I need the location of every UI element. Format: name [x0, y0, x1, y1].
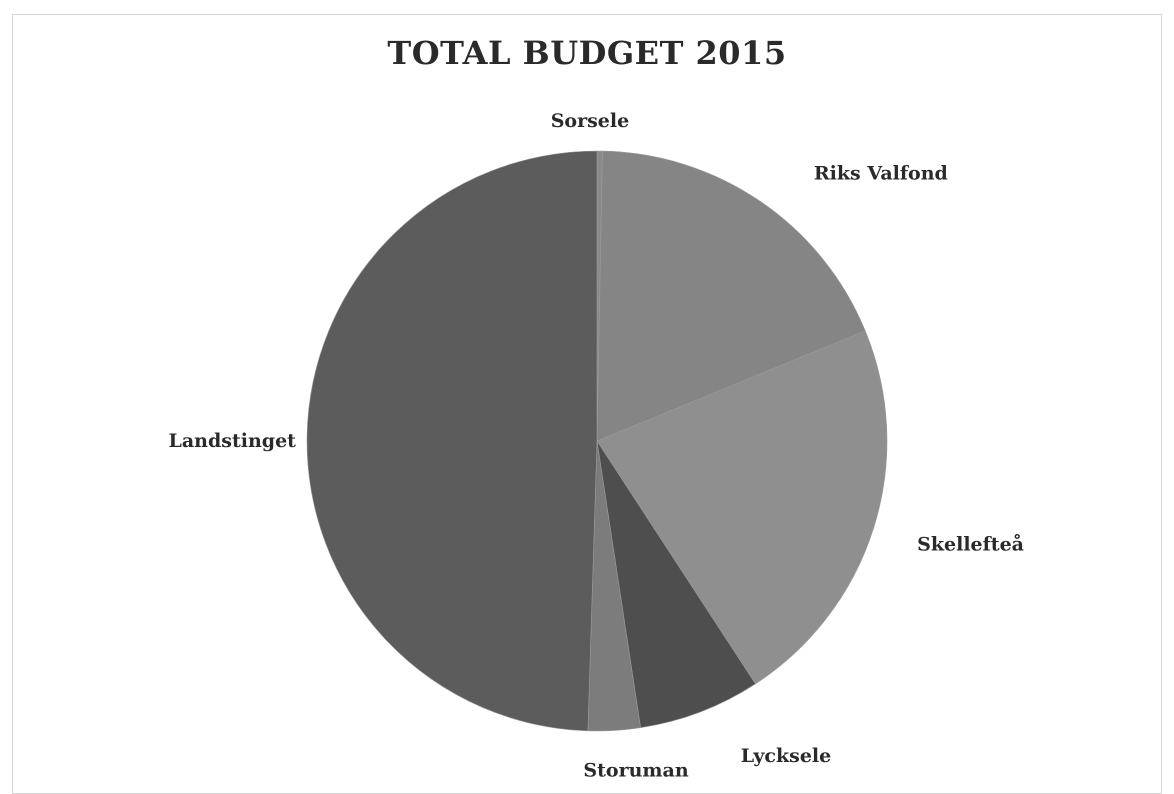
pie-slice-landstinget — [306, 150, 598, 732]
pie-slice-skellefte- — [596, 330, 888, 685]
pie-label-landstinget: Landstinget — [169, 430, 297, 452]
pie-label-lycksele: Lycksele — [741, 745, 832, 767]
pie-slices — [306, 150, 888, 732]
pie-label-riks-valfond: Riks Valfond — [814, 163, 948, 185]
pie-slice-lycksele — [596, 440, 756, 729]
pie-label-sorsele: Sorsele — [551, 110, 630, 132]
pie-label-storuman: Storuman — [583, 759, 688, 781]
pie-label-skellefte-: Skellefteå — [917, 532, 1024, 555]
pie-labels: Sorsele Riks Valfond Skellefteå Lycksele Sto… — [169, 110, 1024, 782]
pie-slice-riks-valfond — [596, 150, 866, 442]
chart-title: TOTAL BUDGET 2015 — [387, 34, 787, 72]
